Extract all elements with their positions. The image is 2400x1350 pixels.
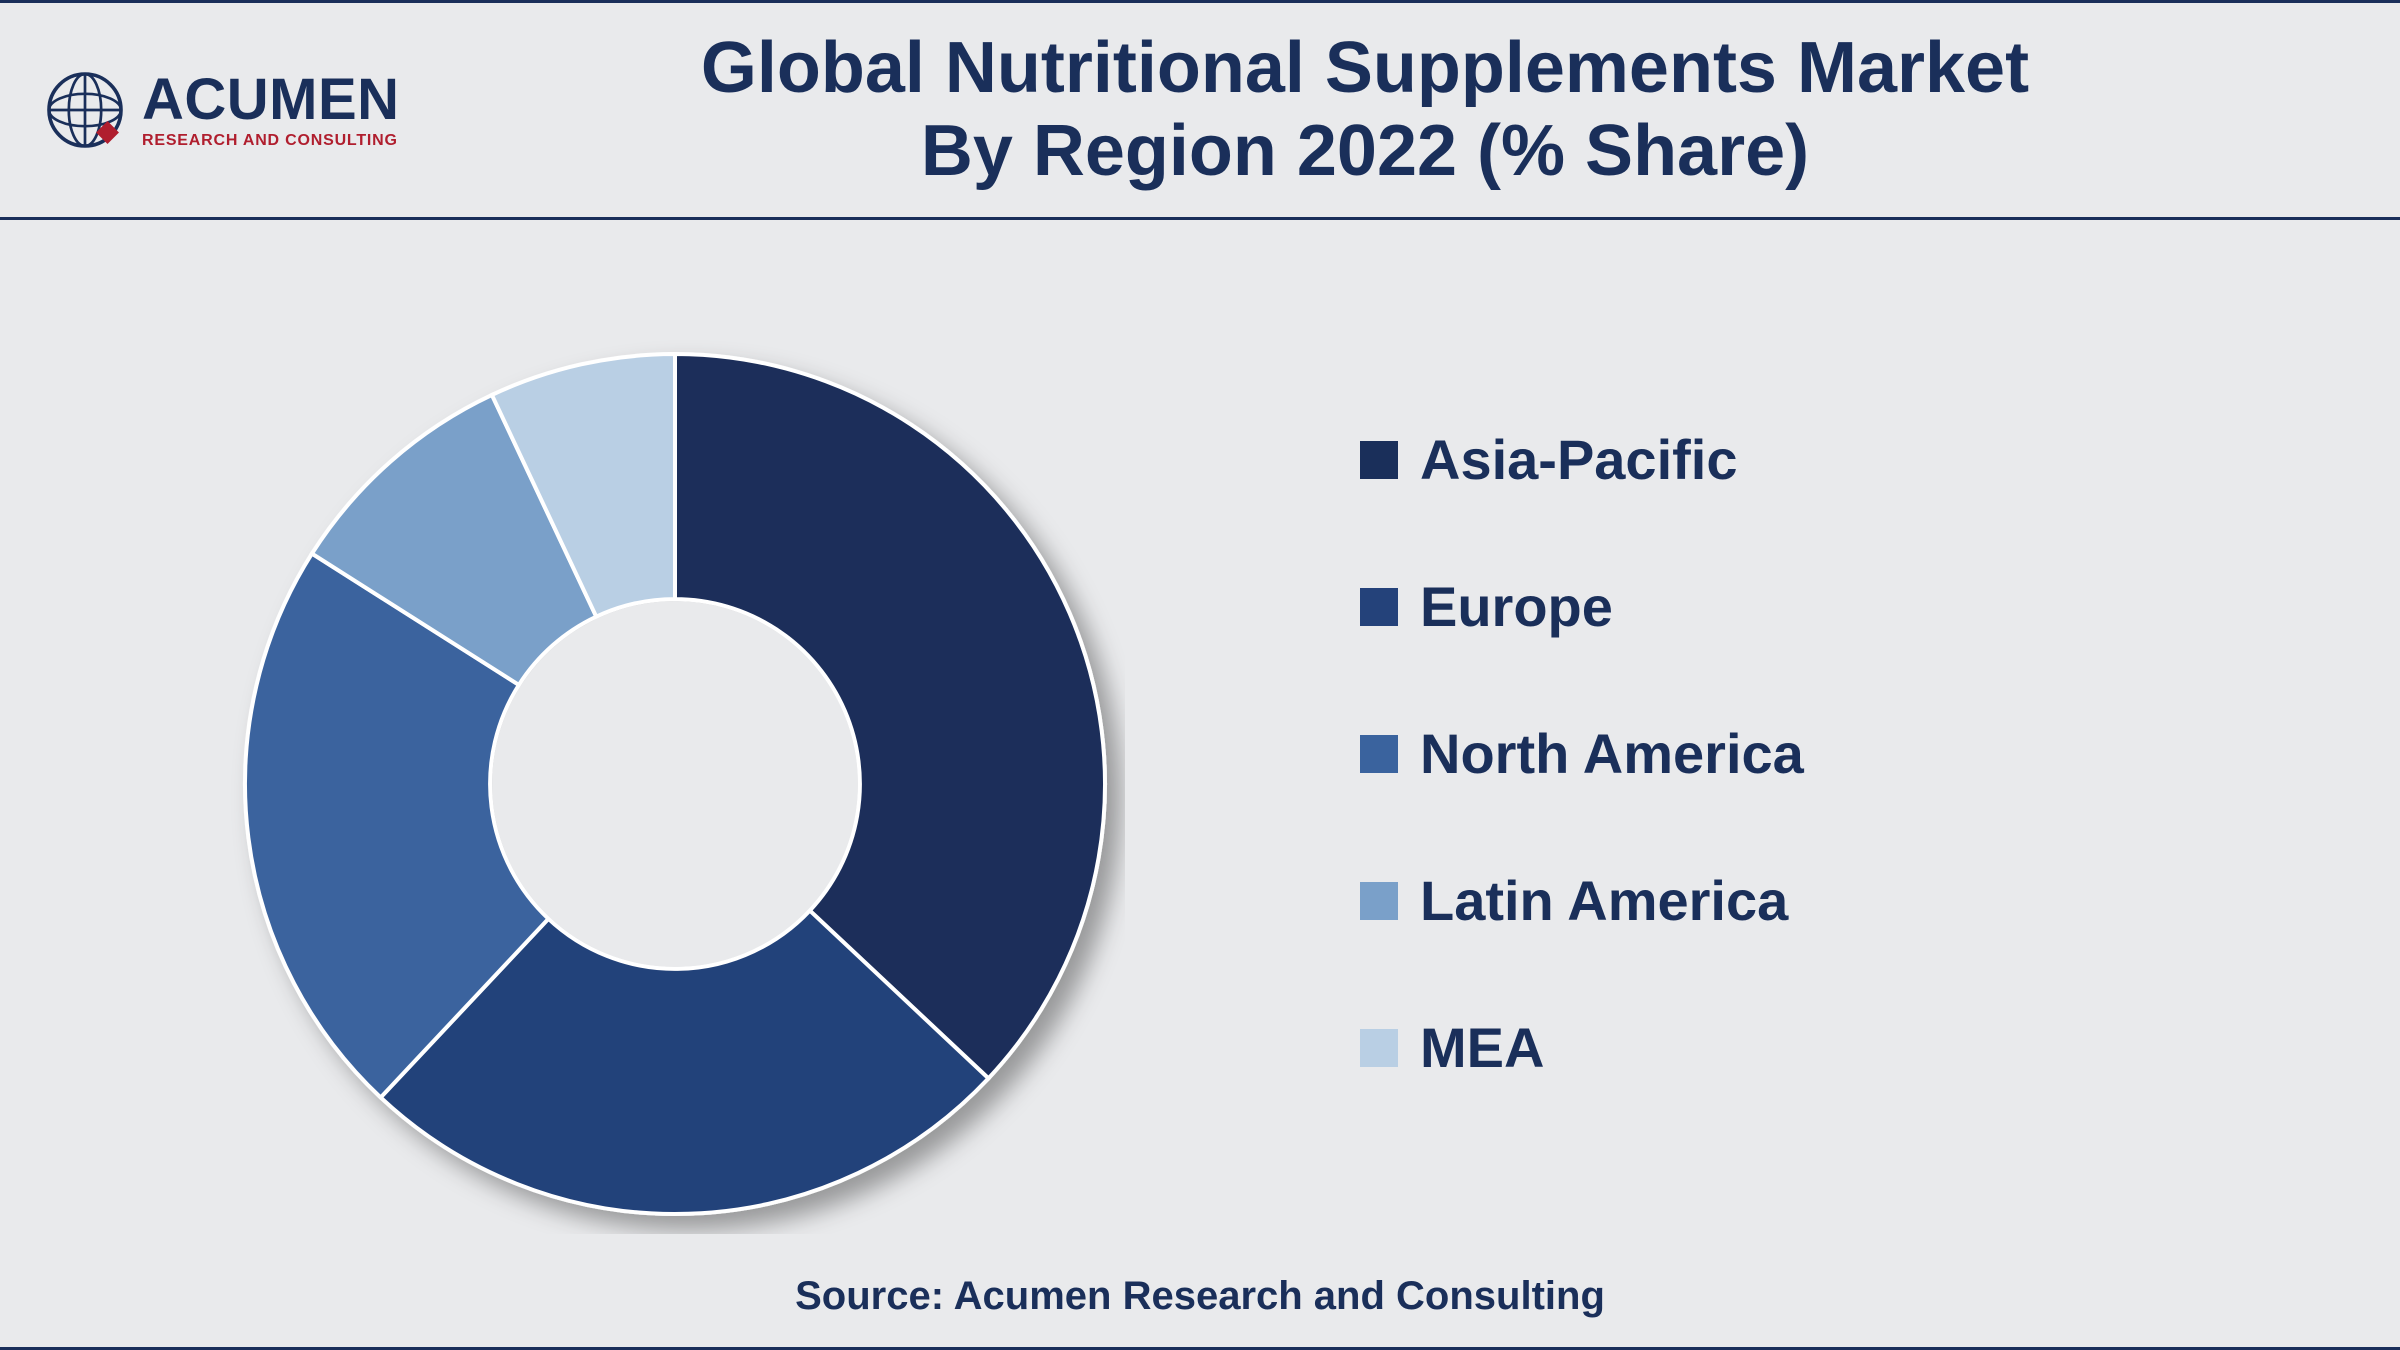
legend-swatch [1360,441,1398,479]
legend-swatch [1360,1029,1398,1067]
logo-tagline: RESEARCH AND CONSULTING [142,133,400,149]
header-bar: ACUMEN RESEARCH AND CONSULTING Global Nu… [0,0,2400,220]
logo-text: ACUMEN RESEARCH AND CONSULTING [142,71,400,149]
legend: Asia-Pacific Europe North America Latin Ame… [1350,427,2400,1080]
legend-item: North America [1360,721,2340,786]
title-line-2: By Region 2022 (% Share) [470,110,2260,193]
legend-swatch [1360,882,1398,920]
legend-swatch [1360,735,1398,773]
content-area: Asia-Pacific Europe North America Latin Ame… [0,220,2400,1350]
legend-label: MEA [1420,1015,1544,1080]
legend-label: Latin America [1420,868,1788,933]
legend-item: Asia-Pacific [1360,427,2340,492]
logo-block: ACUMEN RESEARCH AND CONSULTING [40,65,470,155]
globe-icon [40,65,130,155]
donut-svg [225,334,1125,1234]
source-text: Source: Acumen Research and Consulting [0,1274,2400,1319]
legend-item: Latin America [1360,868,2340,933]
legend-label: Europe [1420,574,1613,639]
legend-item: Europe [1360,574,2340,639]
donut-chart [225,334,1125,1234]
chart-title: Global Nutritional Supplements Market By… [470,27,2360,193]
donut-hole [492,601,858,967]
legend-label: North America [1420,721,1804,786]
title-line-1: Global Nutritional Supplements Market [470,27,2260,110]
legend-item: MEA [1360,1015,2340,1080]
chart-zone [0,220,1350,1347]
legend-label: Asia-Pacific [1420,427,1738,492]
legend-swatch [1360,588,1398,626]
logo-name: ACUMEN [142,71,400,129]
